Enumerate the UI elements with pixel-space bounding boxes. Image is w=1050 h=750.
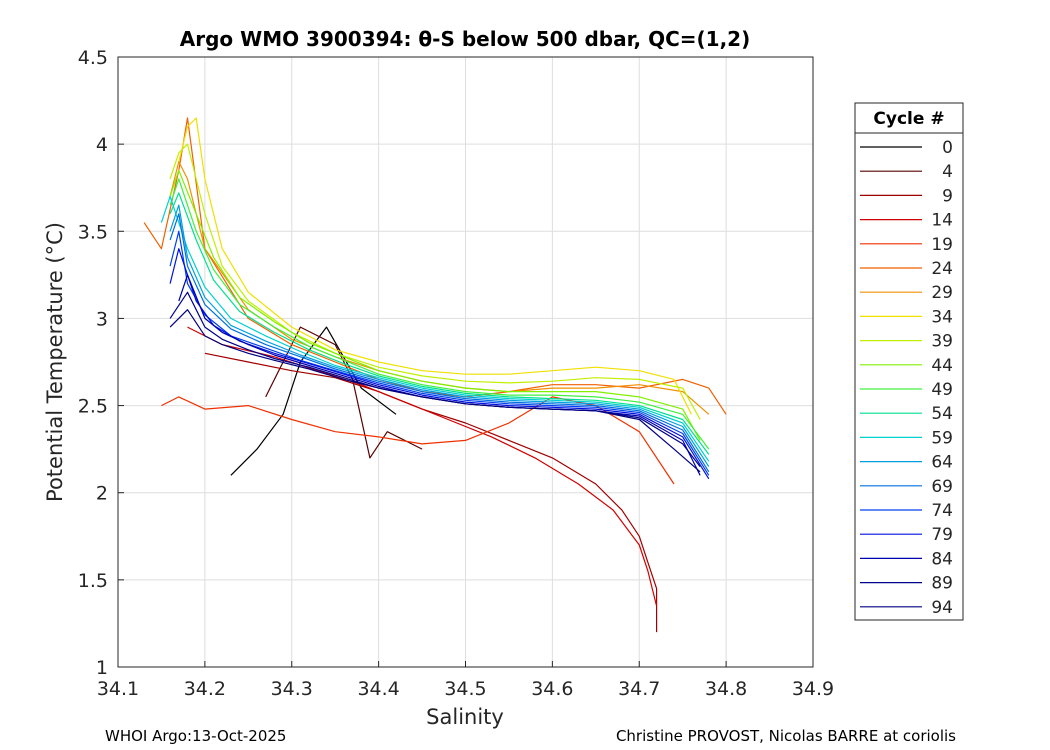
series-line-cycle-39 (169, 143, 701, 420)
series-line-cycle-34 (178, 117, 692, 415)
series-line-cycle-69 (169, 213, 710, 473)
legend-label-cycle-34: 34 (931, 307, 953, 327)
x-axis-label: Salinity (426, 705, 504, 729)
y-tick-label: 3 (96, 308, 108, 330)
plot-series (143, 117, 727, 633)
series-line-cycle-49 (169, 178, 710, 450)
legend-label-cycle-49: 49 (931, 380, 953, 400)
legend-label-cycle-29: 29 (931, 283, 953, 303)
legend-label-cycle-24: 24 (931, 259, 953, 279)
legend-label-cycle-59: 59 (931, 428, 953, 448)
legend-label-cycle-89: 89 (931, 574, 953, 594)
legend-title: Cycle # (873, 109, 944, 129)
x-tick-label: 34.9 (792, 678, 834, 700)
footer-left: WHOI Argo:13-Oct-2025 (105, 727, 286, 745)
legend-label-cycle-44: 44 (931, 356, 953, 376)
legend-label-cycle-9: 9 (942, 186, 953, 206)
legend-label-cycle-74: 74 (931, 501, 953, 521)
x-tick-label: 34.8 (705, 678, 747, 700)
y-axis-ticks: 1 1.5 2 2.5 3 3.5 4 4.5 (78, 47, 124, 679)
y-tick-label: 4.5 (78, 47, 108, 69)
x-tick-label: 34.2 (184, 678, 226, 700)
x-tick-label: 34.3 (271, 678, 313, 700)
series-line-cycle-79 (169, 248, 710, 480)
x-axis-ticks: 34.1 34.2 34.3 34.4 34.5 34.6 34.7 34.8 34.9 (97, 661, 834, 700)
y-tick-label: 1 (96, 657, 108, 679)
footer-right: Christine PROVOST, Nicolas BARRE at cori… (616, 727, 956, 745)
legend-label-cycle-19: 19 (931, 235, 953, 255)
legend-label-cycle-69: 69 (931, 477, 953, 497)
y-tick-label: 2 (96, 483, 108, 505)
series-line-cycle-14 (187, 326, 658, 607)
legend-label-cycle-54: 54 (931, 404, 953, 424)
legend-label-cycle-4: 4 (942, 162, 953, 182)
series-line-cycle-9 (204, 352, 658, 633)
series-line-cycle-24 (143, 117, 727, 415)
legend-label-cycle-84: 84 (931, 549, 953, 569)
legend-label-cycle-0: 0 (942, 138, 953, 158)
x-tick-label: 34.7 (618, 678, 660, 700)
legend: Cycle # 04914192429343944495459646974798… (854, 102, 964, 621)
series-line-cycle-54 (169, 192, 710, 455)
series-line-cycle-44 (169, 169, 701, 441)
legend-label-cycle-94: 94 (931, 598, 953, 618)
series-line-cycle-64 (169, 204, 710, 467)
x-tick-label: 34.5 (444, 678, 486, 700)
legend-label-cycle-79: 79 (931, 525, 953, 545)
x-tick-label: 34.1 (97, 678, 139, 700)
legend-label-cycle-14: 14 (931, 211, 953, 231)
y-axis-label: Potential Temperature (°C) (43, 222, 67, 502)
series-line-cycle-19 (161, 396, 675, 485)
y-tick-label: 1.5 (78, 570, 108, 592)
series-line-cycle-94 (169, 309, 701, 473)
series-line-cycle-59 (160, 195, 710, 462)
y-tick-label: 4 (96, 134, 108, 156)
x-tick-label: 34.6 (531, 678, 573, 700)
x-tick-label: 34.4 (357, 678, 399, 700)
y-tick-label: 2.5 (78, 396, 108, 418)
chart-title: Argo WMO 3900394: θ-S below 500 dbar, QC… (180, 27, 750, 51)
y-tick-label: 3.5 (78, 221, 108, 243)
legend-label-cycle-39: 39 (931, 332, 953, 352)
legend-label-cycle-64: 64 (931, 453, 953, 473)
series-line-cycle-0 (230, 326, 397, 476)
